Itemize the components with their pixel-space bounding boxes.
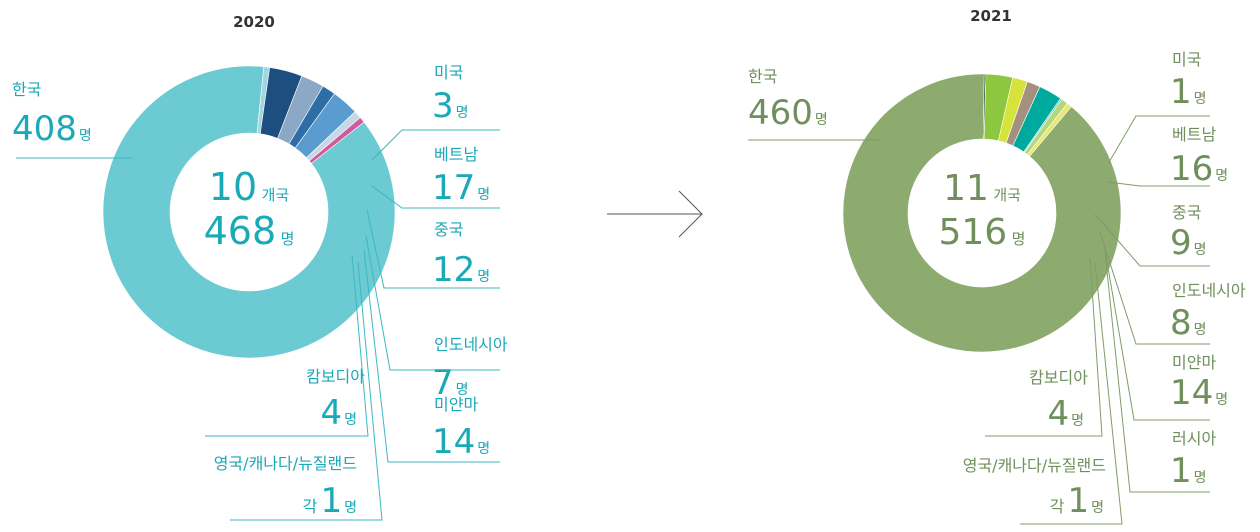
slice-label-name: 캄보디아 <box>306 367 365 386</box>
slice-label-value: 8 명 <box>1170 303 1206 343</box>
slice-label-value: 9 명 <box>1170 223 1206 263</box>
slice-label-name: 미얀마 <box>1172 353 1216 372</box>
leader-line-6 <box>205 254 369 437</box>
slice-0 <box>842 73 1122 353</box>
slice-label-name: 미국 <box>1172 50 1201 69</box>
slice-label-value: 4 명 <box>321 393 357 433</box>
leader-line-7 <box>985 257 1103 437</box>
slice-label-value: 16 명 <box>1170 149 1228 189</box>
center-total: 468 명 <box>204 209 295 253</box>
slice-label-value: 408 명 <box>12 109 92 149</box>
slice-label-name: 영국/캐나다/뉴질랜드 <box>963 456 1106 475</box>
slice-label-value: 14 명 <box>1170 373 1228 413</box>
leader-line-3 <box>1094 213 1210 267</box>
leader-line-8 <box>1020 261 1123 525</box>
slice-label-value: 4 명 <box>1048 394 1084 434</box>
slice-label-name: 미얀마 <box>434 395 478 414</box>
center-total: 516 명 <box>939 212 1026 253</box>
slice-label-name: 한국 <box>748 67 777 86</box>
slice-label-value: 14 명 <box>432 422 490 462</box>
slice-label-name: 영국/캐나다/뉴질랜드 <box>214 454 357 473</box>
leader-line-4 <box>1099 231 1210 345</box>
leader-line-1 <box>371 129 500 161</box>
slice-label-value: 17 명 <box>432 168 490 208</box>
slice-label-name: 캄보디아 <box>1029 368 1088 387</box>
slice-label-value: 각 1 명 <box>1050 481 1104 521</box>
slice-label-name: 한국 <box>12 80 41 99</box>
transition-arrow-icon <box>607 190 703 238</box>
leader-line-5 <box>363 249 500 463</box>
slice-8 <box>1027 102 1072 157</box>
center-country-count: 11 개국 <box>943 168 1021 209</box>
chart-title: 2021 <box>970 7 1012 25</box>
slice-label-name: 베트남 <box>1172 125 1216 144</box>
slice-label-name: 중국 <box>434 220 463 239</box>
slice-label-name: 인도네시아 <box>434 335 508 354</box>
leader-line-7 <box>230 261 383 521</box>
leader-line-2 <box>371 185 500 209</box>
leader-line-1 <box>1107 115 1210 165</box>
slice-0 <box>102 65 396 359</box>
slice-label-value: 3 명 <box>432 86 468 126</box>
slice-label-name: 러시아 <box>1172 429 1216 448</box>
leader-line-2 <box>1107 181 1210 187</box>
slice-label-value: 7 명 <box>432 363 468 403</box>
slice-label-name: 미국 <box>434 63 463 82</box>
leader-line-5 <box>1103 243 1210 421</box>
center-country-count: 10 개국 <box>209 165 290 209</box>
slice-label-name: 베트남 <box>434 145 478 164</box>
slice-label-value: 460 명 <box>748 93 828 133</box>
slice-label-value: 1 명 <box>1170 72 1206 112</box>
chart-title: 2020 <box>233 13 275 31</box>
slice-label-name: 중국 <box>1172 203 1201 222</box>
leader-line-4 <box>365 235 500 371</box>
leader-line-6 <box>1104 251 1210 493</box>
slice-label-value: 1 명 <box>1170 451 1206 491</box>
slice-7 <box>308 117 365 164</box>
slice-label-value: 12 명 <box>432 250 490 290</box>
slice-label-name: 인도네시아 <box>1172 281 1246 300</box>
leader-line-3 <box>366 209 500 289</box>
slice-label-value: 각 1 명 <box>303 481 357 521</box>
